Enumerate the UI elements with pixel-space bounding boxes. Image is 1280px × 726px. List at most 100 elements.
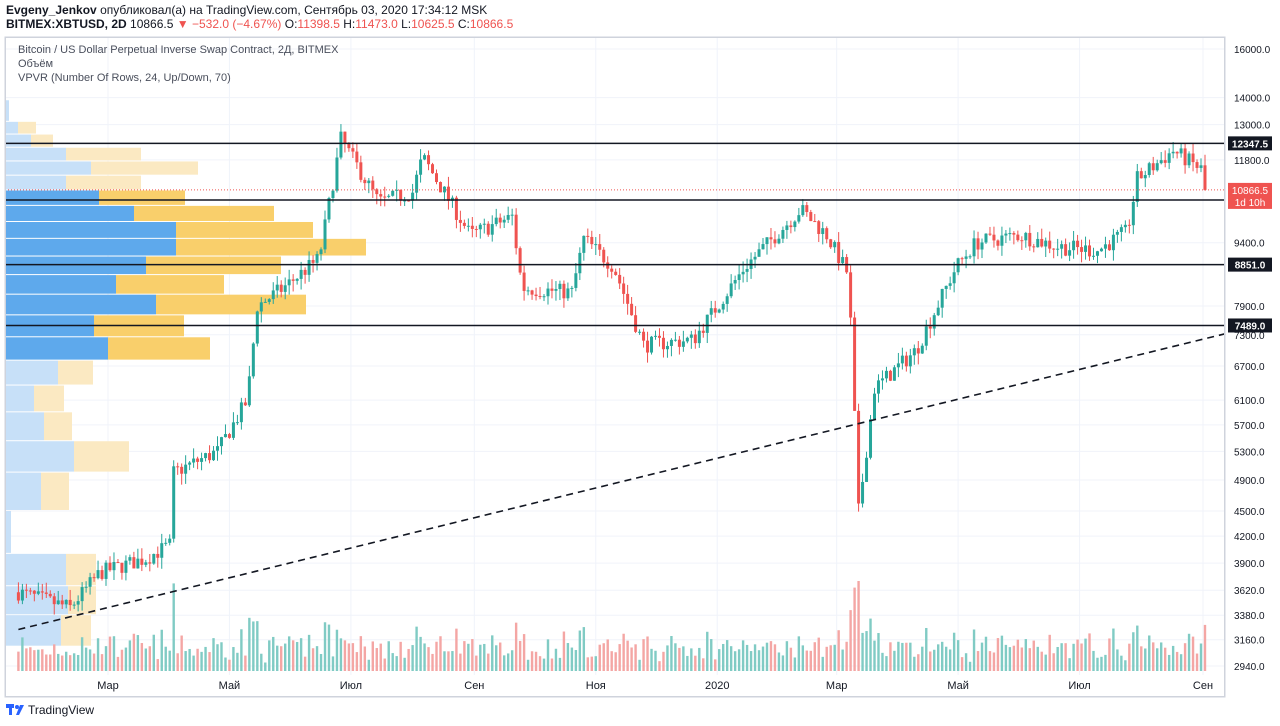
candle-down <box>383 196 387 198</box>
candle-down <box>626 293 630 304</box>
volume-bar <box>781 655 785 671</box>
candle-down <box>208 453 212 461</box>
candle-down <box>1048 240 1052 249</box>
candle-down <box>1107 244 1111 251</box>
candle-up <box>271 290 275 300</box>
volume-bar <box>192 655 195 671</box>
volume-bar <box>833 644 836 671</box>
volume-bar <box>84 647 88 671</box>
volume-bar <box>164 646 167 671</box>
candle-up <box>717 309 721 313</box>
volume-bar <box>753 644 757 671</box>
brand-name[interactable]: TradingView <box>28 703 95 717</box>
volume-bar <box>451 651 454 671</box>
candle-up <box>275 284 279 291</box>
candle-down <box>813 221 817 223</box>
volume-bar <box>355 652 359 671</box>
close-value: 10866.5 <box>469 17 514 31</box>
candle-up <box>200 458 204 462</box>
candle-up <box>339 131 343 158</box>
candle-down <box>538 296 542 298</box>
candle-down <box>817 221 821 234</box>
volume-bar <box>128 640 132 671</box>
candle-down <box>1151 163 1155 171</box>
candle-down <box>701 330 705 333</box>
countdown-label: 1d 10h <box>1235 198 1266 209</box>
y-tick-label: 7900.0 <box>1234 302 1265 313</box>
vpvr-legend[interactable]: VPVR (Number Of Rows, 24, Up/Down, 70) <box>18 72 231 84</box>
candle-down <box>514 214 518 249</box>
volume-bar <box>725 640 729 671</box>
volume-bar <box>546 639 550 671</box>
volume-bar <box>427 647 430 671</box>
volume-bar <box>984 636 988 671</box>
candle-down <box>462 222 466 226</box>
volume-bar <box>1004 644 1008 671</box>
candle-up <box>255 311 259 344</box>
vpvr-down-bar <box>18 121 36 134</box>
candle-down <box>1195 162 1199 168</box>
volume-bar <box>853 587 856 671</box>
volume-bar <box>160 629 163 671</box>
price-change: −532.0 (−4.67%) <box>192 17 282 31</box>
volume-bar <box>1024 639 1028 671</box>
y-tick-label: 2940.0 <box>1234 662 1265 673</box>
candle-down <box>713 308 717 313</box>
candle-up <box>650 336 654 353</box>
candle-up <box>415 174 419 193</box>
volume-bar <box>964 653 968 671</box>
candle-down <box>1088 245 1092 257</box>
candle-up <box>638 331 642 333</box>
candle-up <box>1004 233 1008 236</box>
volume-bar <box>881 652 884 671</box>
candle-down <box>180 466 184 474</box>
candle-up <box>578 252 582 274</box>
candle-up <box>64 599 68 605</box>
candle-up <box>741 271 745 275</box>
candle-up <box>654 335 657 337</box>
volume-bar <box>682 646 685 671</box>
volume-bar <box>1028 648 1031 671</box>
volume-bar <box>323 622 327 671</box>
volume-bar <box>913 656 916 671</box>
volume-bar <box>387 641 390 671</box>
candle-up <box>546 288 550 297</box>
candle-up <box>833 241 837 248</box>
volume-bar <box>566 643 570 671</box>
candle-down <box>32 590 36 594</box>
candle-down <box>16 592 20 601</box>
candle-up <box>164 542 168 544</box>
volume-bar <box>1175 651 1179 671</box>
volume-bar <box>467 643 470 671</box>
volume-bar <box>940 641 944 671</box>
candle-down <box>642 331 646 341</box>
volume-bar <box>729 646 733 671</box>
volume-bar <box>578 630 582 671</box>
candle-down <box>586 235 590 237</box>
x-tick-label: Июл <box>340 680 362 692</box>
y-tick-label: 6100.0 <box>1234 396 1265 407</box>
candle-up <box>76 601 80 605</box>
volume-bar <box>921 646 924 671</box>
candle-down <box>1080 247 1084 252</box>
candle-down <box>1191 153 1195 163</box>
volume-bar <box>877 633 880 671</box>
vpvr-up-bar <box>6 275 116 294</box>
volume-bar <box>654 650 657 671</box>
volume-bar <box>514 622 518 671</box>
volume-bar <box>980 642 984 671</box>
candle-up <box>896 363 900 368</box>
candle-up <box>395 189 399 191</box>
candle-down <box>602 249 606 263</box>
candle-up <box>478 224 482 230</box>
candle-up <box>761 244 765 250</box>
price-chart[interactable]: 16000.014000.013000.011800.010569.09400.… <box>0 0 1280 700</box>
volume-bar <box>1179 654 1183 671</box>
volume-bar <box>156 659 159 671</box>
volume-bar <box>351 643 355 671</box>
volume-bar <box>1032 640 1035 671</box>
volume-bar <box>196 648 199 671</box>
candle-up <box>56 600 60 605</box>
volume-bar <box>272 636 275 671</box>
volume-bar <box>184 651 187 671</box>
